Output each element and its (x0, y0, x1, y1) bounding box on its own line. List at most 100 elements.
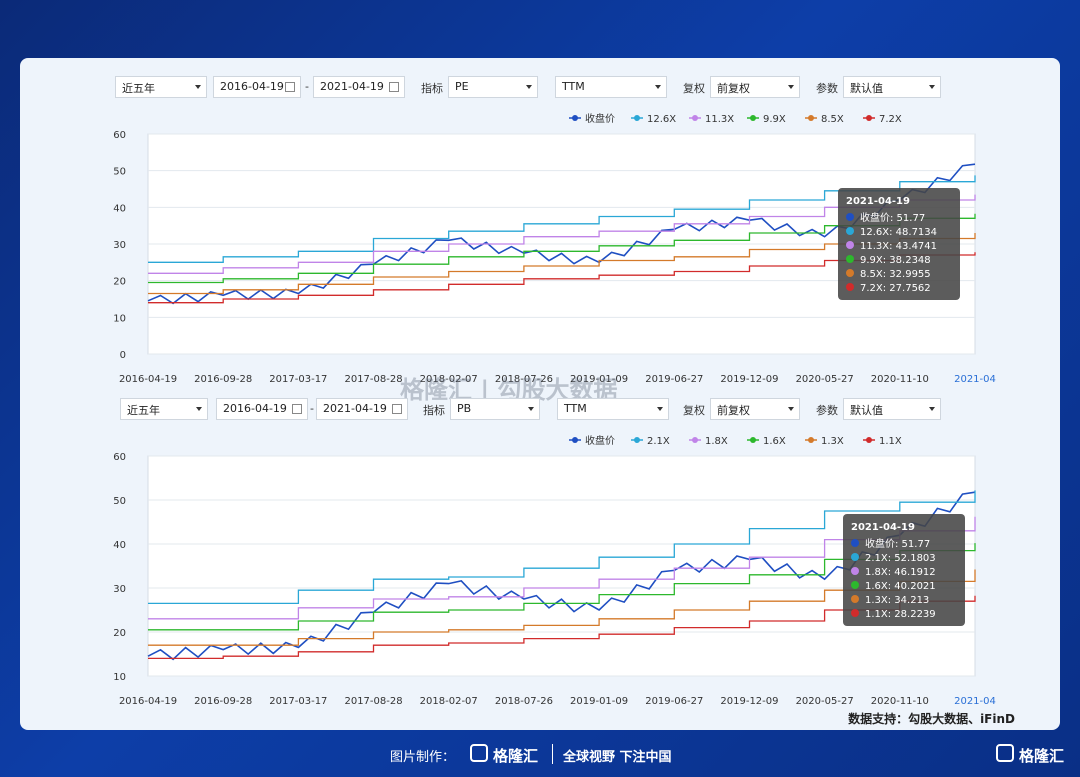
x-tick-label: 2017-03-17 (269, 374, 327, 385)
start-date-input[interactable]: 2016-04-19 (213, 76, 301, 98)
period-select[interactable]: 近五年 (115, 76, 207, 98)
calendar-icon (285, 82, 295, 92)
x-tick-label: 2018-07-26 (495, 696, 553, 707)
ttm-value: TTM (564, 402, 587, 415)
start-date-input[interactable]: 2016-04-19 (216, 398, 308, 420)
fq-select[interactable]: 前复权 (710, 398, 800, 420)
chevron-down-icon (788, 85, 794, 89)
x-tick-label: 2019-06-27 (645, 696, 703, 707)
legend-label: 1.1X (879, 436, 902, 447)
param-label: 参数 (816, 404, 838, 417)
indicator-value: PB (457, 402, 472, 415)
y-tick-label: 20 (113, 277, 126, 288)
chevron-down-icon (196, 407, 202, 411)
footer: 图片制作： 格隆汇 全球视野 下注中国 格隆汇 (0, 742, 1080, 768)
tooltip-dot (846, 255, 854, 263)
ttm-select[interactable]: TTM (557, 398, 669, 420)
calendar-icon (292, 404, 302, 414)
tooltip-box (843, 514, 965, 626)
x-tick-label: 2020-05-27 (796, 374, 854, 385)
tooltip-row: 2.1X: 52.1803 (865, 553, 936, 564)
x-tick-label: 2017-08-28 (344, 374, 402, 385)
calendar-icon (392, 404, 402, 414)
x-tick-label: 2020-11-10 (871, 696, 929, 707)
y-tick-label: 30 (113, 584, 126, 595)
tooltip-dot (851, 539, 859, 547)
pb-band-chart: 10 20 30 40 50 60 2016-04-19 2016-09-28 2017-03-… (113, 434, 996, 707)
legend-label: 2.1X (647, 436, 670, 447)
y-tick-label: 60 (113, 452, 126, 463)
x-tick-label: 2019-12-09 (720, 696, 778, 707)
period-select[interactable]: 近五年 (120, 398, 208, 420)
tooltip-row: 1.6X: 40.2021 (865, 581, 936, 592)
chevron-down-icon (788, 407, 794, 411)
tooltip-box (838, 188, 960, 300)
chart-card: 近五年 2016-04-19 - 2021-04-19 指标 PE TTM 复权… (20, 58, 1060, 730)
x-tick-label: 2017-03-17 (269, 696, 327, 707)
date-separator: - (310, 402, 314, 415)
pb-controls: 近五年 2016-04-19 - 2021-04-19 指标 PB TTM 复权… (120, 398, 1000, 424)
tooltip-dot (851, 581, 859, 589)
tooltip-dot (851, 609, 859, 617)
fq-label: 复权 (683, 82, 705, 95)
chevron-down-icon (929, 85, 935, 89)
end-date-input[interactable]: 2021-04-19 (316, 398, 408, 420)
period-value: 近五年 (122, 82, 155, 95)
y-tick-label: 30 (113, 240, 126, 251)
pe-band-chart: 0 10 20 30 40 50 60 2016-04-19 2016-09-28 2017-03… (113, 112, 996, 385)
y-tick-label: 50 (113, 167, 126, 178)
tooltip-dot (846, 213, 854, 221)
end-date-value: 2021-04-19 (320, 80, 384, 93)
legend-label: 1.8X (705, 436, 728, 447)
tooltip-row: 收盘价: 51.77 (860, 211, 925, 224)
chevron-down-icon (657, 407, 663, 411)
x-tick-label: 2019-12-09 (720, 374, 778, 385)
start-date-value: 2016-04-19 (223, 402, 287, 415)
series-line (147, 491, 976, 661)
tooltip-row: 9.9X: 38.2348 (860, 255, 931, 266)
tooltip-row: 12.6X: 48.7134 (860, 227, 937, 238)
tooltip-dot (851, 553, 859, 561)
y-tick-label: 0 (120, 350, 126, 361)
tooltip-dot (851, 567, 859, 575)
period-value: 近五年 (127, 404, 160, 417)
end-date-value: 2021-04-19 (323, 402, 387, 415)
made-by-label: 图片制作： (390, 750, 456, 765)
indicator-select[interactable]: PE (448, 76, 538, 98)
fq-label: 复权 (683, 404, 705, 417)
y-tick-label: 10 (113, 672, 126, 683)
x-tick-label: 2017-08-28 (344, 696, 402, 707)
x-tick-label: 2019-06-27 (645, 374, 703, 385)
fq-value: 前复权 (717, 82, 750, 95)
x-tick-label: 2020-05-27 (796, 696, 854, 707)
x-tick-label: 2016-09-28 (194, 696, 252, 707)
tooltip-row: 8.5X: 32.9955 (860, 269, 931, 280)
tooltip-dot (846, 241, 854, 249)
x-tick-label: 2021-04 (954, 696, 996, 707)
end-date-input[interactable]: 2021-04-19 (313, 76, 405, 98)
x-tick-label: 2019-01-09 (570, 696, 628, 707)
corner-brand: 格隆汇 (1019, 747, 1065, 765)
x-tick-label: 2016-04-19 (119, 374, 177, 385)
tooltip-row: 7.2X: 27.7562 (860, 283, 931, 294)
footer-divider (552, 744, 553, 764)
ttm-select[interactable]: TTM (555, 76, 667, 98)
legend-label: 11.3X (705, 114, 734, 125)
x-tick-label: 2019-01-09 (570, 374, 628, 385)
indicator-select[interactable]: PB (450, 398, 540, 420)
param-select[interactable]: 默认值 (843, 76, 941, 98)
chevron-down-icon (528, 407, 534, 411)
y-tick-label: 40 (113, 203, 126, 214)
x-tick-label: 2021-04 (954, 374, 996, 385)
param-select[interactable]: 默认值 (843, 398, 941, 420)
fq-select[interactable]: 前复权 (710, 76, 800, 98)
legend-label: 1.3X (821, 436, 844, 447)
tooltip-row: 1.1X: 28.2239 (865, 609, 936, 620)
indicator-label: 指标 (421, 82, 443, 95)
x-tick-label: 2018-02-07 (420, 374, 478, 385)
chevron-down-icon (655, 85, 661, 89)
y-tick-label: 60 (113, 130, 126, 141)
start-date-value: 2016-04-19 (220, 80, 284, 93)
date-separator: - (305, 80, 309, 93)
calendar-icon (389, 82, 399, 92)
